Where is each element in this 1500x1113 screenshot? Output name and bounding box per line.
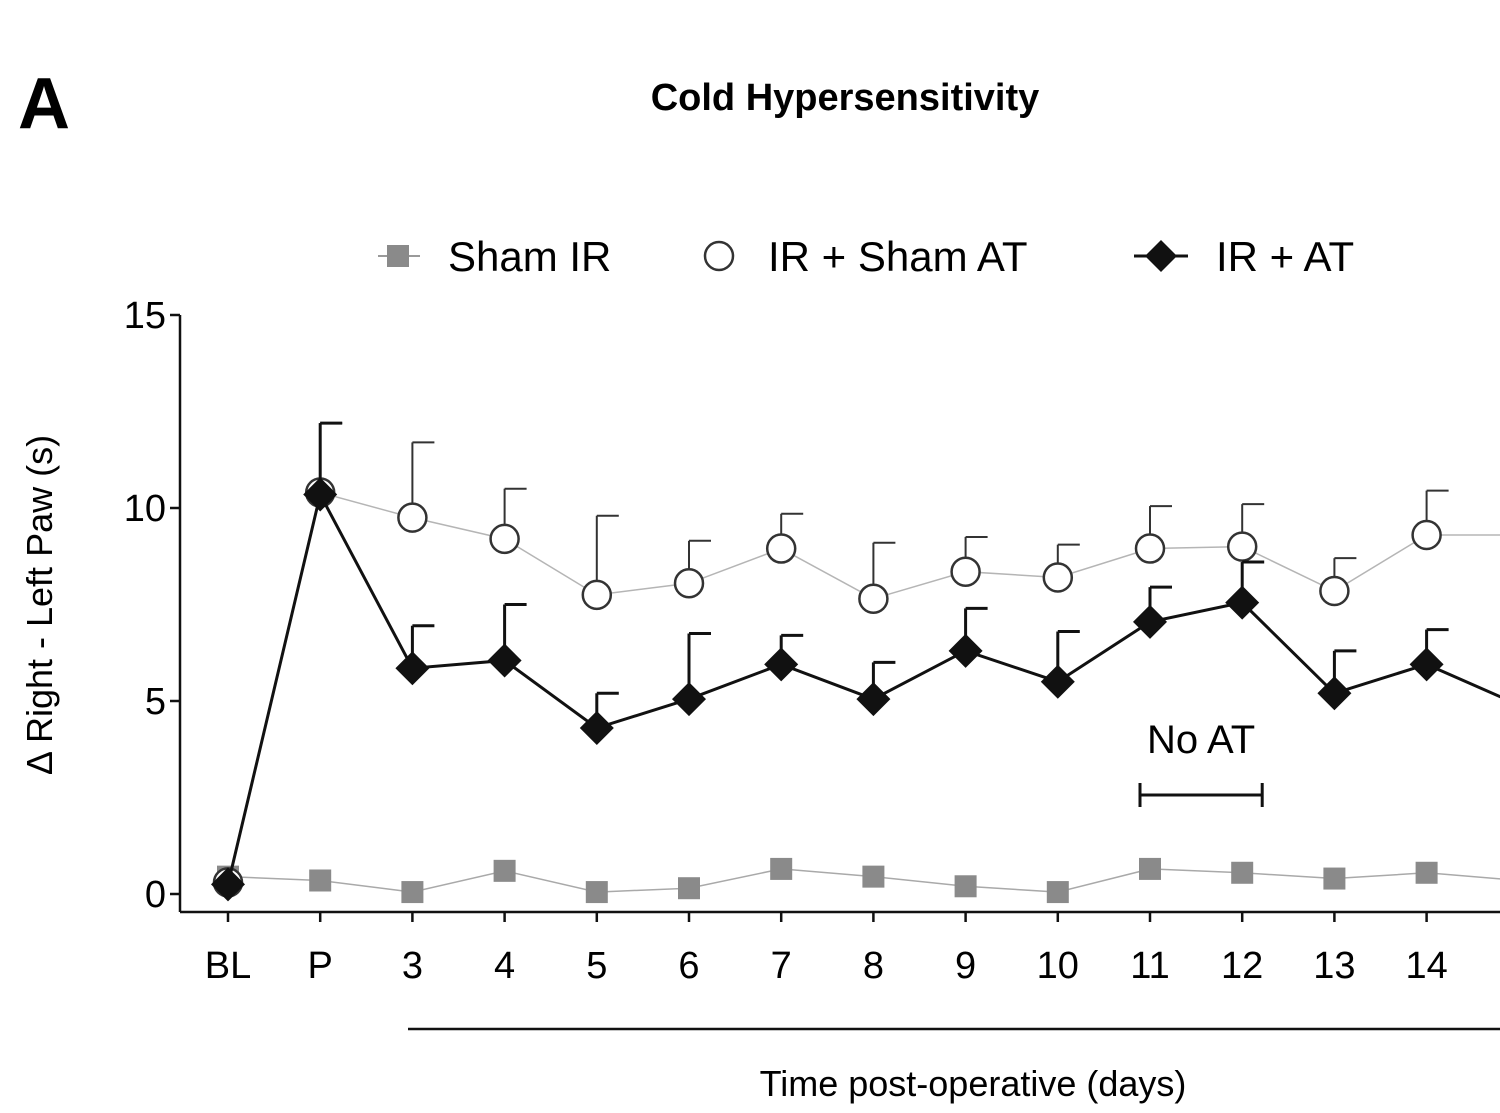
x-tick-label: 12 — [1221, 945, 1263, 987]
data-point — [1133, 604, 1167, 639]
x-axis-label: Time post-operative (days) — [760, 1063, 1187, 1104]
data-point — [1226, 531, 1258, 562]
series-sham-ir — [217, 857, 1500, 904]
annotation-label: No AT — [1147, 718, 1255, 762]
data-point — [1415, 861, 1438, 884]
data-point — [1225, 585, 1260, 620]
data-point — [1042, 562, 1074, 593]
data-point — [395, 651, 430, 686]
x-tick-label: 3 — [402, 945, 423, 987]
series-layer — [211, 421, 1500, 904]
y-tick-label: 5 — [145, 681, 166, 723]
legend-item-ir-at: IR + AT — [1134, 233, 1354, 280]
legend-marker-diamond — [1145, 240, 1177, 272]
chart-title: Cold Hypersensitivity — [651, 77, 1040, 119]
x-tick-label: 9 — [955, 945, 976, 987]
panel-letter: A — [18, 64, 70, 144]
x-tick-label: 8 — [863, 945, 884, 987]
data-point — [948, 633, 983, 668]
data-point — [764, 647, 799, 682]
series-line — [226, 490, 1500, 885]
legend-marker-square — [387, 245, 409, 267]
data-point — [1323, 867, 1346, 890]
data-point — [858, 583, 889, 614]
data-point — [1134, 533, 1166, 564]
x-tick-label: BL — [205, 945, 251, 987]
x-tick-label: 14 — [1405, 945, 1447, 987]
y-axis-label: Δ Right - Left Paw (s) — [19, 435, 60, 775]
data-point — [397, 502, 428, 533]
data-point — [487, 643, 522, 678]
legend-label-ir-sham-at: IR + Sham AT — [768, 233, 1028, 280]
data-point — [211, 867, 245, 902]
data-point — [672, 682, 706, 717]
x-tick-label: 4 — [494, 945, 515, 987]
x-tick-label: 15 — [1498, 945, 1500, 987]
legend: Sham IR IR + Sham AT IR + AT — [378, 233, 1354, 280]
data-point — [770, 857, 793, 880]
data-point — [1231, 861, 1254, 884]
x-tick-label: 6 — [678, 945, 699, 987]
legend-item-ir-sham-at: IR + Sham AT — [703, 233, 1028, 280]
series-line — [227, 491, 1500, 883]
data-point — [585, 881, 608, 904]
data-point — [954, 875, 977, 898]
legend-item-sham-ir: Sham IR — [378, 233, 611, 280]
x-tick-label: 11 — [1130, 945, 1169, 987]
x-tick-label: 7 — [771, 945, 792, 987]
data-point — [1046, 881, 1069, 904]
data-point — [493, 859, 516, 882]
data-point — [401, 881, 424, 904]
y-tick-label: 15 — [124, 295, 166, 337]
data-point — [678, 877, 700, 900]
data-point — [579, 711, 614, 746]
series-ir-at — [211, 421, 1500, 902]
annotation-layer: No AT — [1138, 718, 1264, 807]
data-point — [1409, 647, 1444, 682]
legend-label-ir-at: IR + AT — [1216, 233, 1354, 280]
y-tick-label: 0 — [145, 874, 166, 916]
data-point — [673, 568, 705, 599]
data-point — [1040, 664, 1075, 699]
x-tick-label: 10 — [1037, 945, 1079, 987]
data-point — [303, 477, 338, 512]
data-point — [1139, 857, 1161, 880]
data-point — [765, 533, 797, 564]
data-point — [581, 579, 613, 611]
x-tick-label: P — [308, 945, 333, 987]
data-point — [856, 682, 891, 717]
legend-marker-circle — [703, 240, 735, 272]
data-point — [1411, 519, 1442, 551]
axes: 0 5 10 15 BL P 3 4 5 6 7 8 9 10 11 12 13 14 15 — [124, 295, 1500, 987]
legend-label-sham-ir: Sham IR — [448, 233, 611, 280]
x-tick-label: 5 — [586, 945, 607, 987]
x-tick-label: 13 — [1313, 945, 1355, 987]
data-point — [309, 869, 332, 892]
data-point — [489, 523, 520, 555]
data-point — [862, 865, 885, 888]
data-point — [950, 556, 981, 587]
y-tick-label: 10 — [124, 488, 166, 530]
data-point — [1319, 575, 1350, 607]
data-point — [1317, 676, 1352, 711]
